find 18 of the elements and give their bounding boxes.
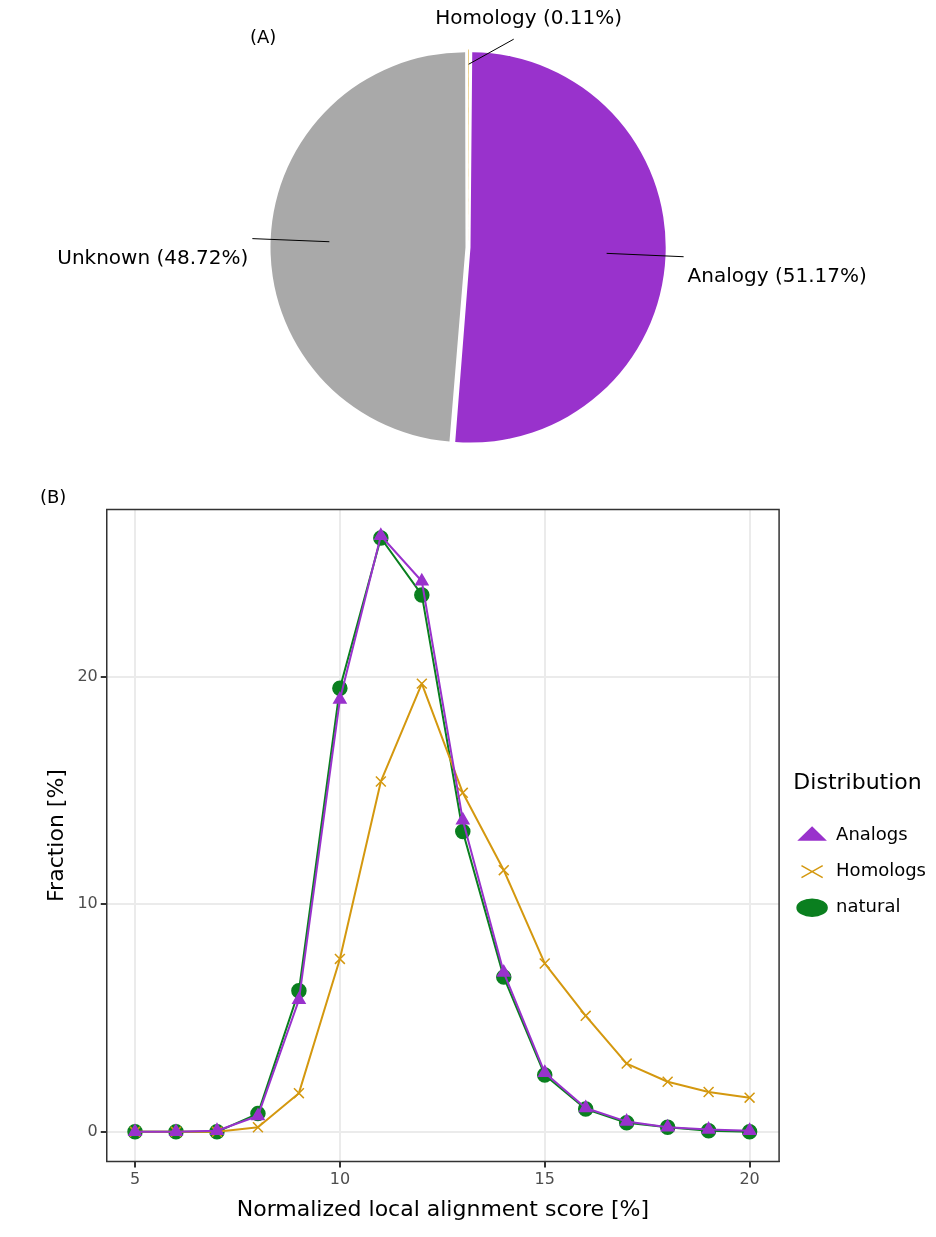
x-tick-label: 5 xyxy=(129,1169,141,1189)
x-tick-label: 20 xyxy=(739,1169,760,1189)
slice-label: Unknown (48.72%) xyxy=(57,244,249,269)
x-axis-title: Normalized local alignment score [%] xyxy=(236,1195,650,1221)
legend-label: Analogs xyxy=(836,823,908,845)
y-tick-label: 0 xyxy=(87,1120,98,1140)
legend-label: natural xyxy=(836,895,901,917)
legend-title: Distribution xyxy=(793,769,922,795)
y-tick-label: 10 xyxy=(77,893,98,913)
slice-label: Analogy (51.17%) xyxy=(687,262,867,287)
legend-label: Homologs xyxy=(836,859,927,881)
y-tick-label: 20 xyxy=(77,665,98,685)
slice-label: Homology (0.11%) xyxy=(435,5,623,30)
x-tick-label: 15 xyxy=(534,1169,555,1189)
text: (A) xyxy=(250,26,277,48)
chart-title: (B) xyxy=(40,486,67,508)
x-tick-label: 10 xyxy=(329,1169,351,1189)
y-axis-title: Fraction [%] xyxy=(42,769,68,902)
